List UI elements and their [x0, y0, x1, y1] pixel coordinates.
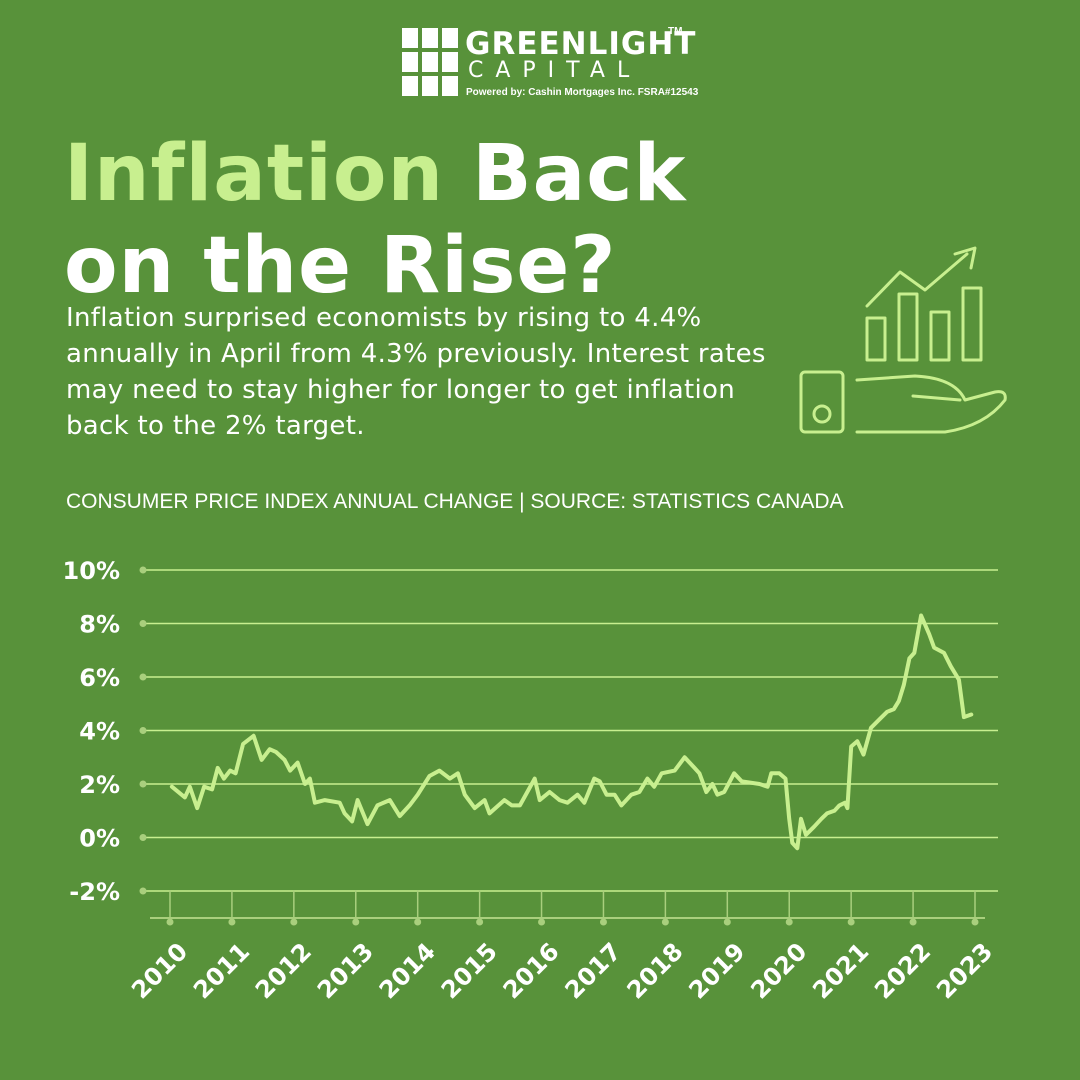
x-tick-label: 2023	[931, 937, 998, 1004]
x-tick-dot	[352, 918, 360, 926]
x-tick-label: 2018	[622, 937, 689, 1004]
logo-subname: CAPITAL	[468, 58, 642, 83]
x-tick-label: 2016	[498, 937, 565, 1004]
x-tick-label: 2013	[312, 937, 379, 1004]
x-tick-dot	[476, 918, 484, 926]
description: Inflation surprised economists by rising…	[66, 303, 766, 441]
logo-grid	[402, 28, 458, 96]
chart: -2% 0% 2% 4% 6% 8% 10% 201020112012201320142015…	[63, 557, 999, 1004]
x-tick-dot	[971, 918, 979, 926]
x-tick-label: 2019	[683, 937, 750, 1004]
logo-trademark: TM	[668, 26, 683, 37]
x-tick-dot	[785, 918, 793, 926]
x-tick-dot	[723, 918, 731, 926]
grid-dot	[139, 620, 147, 627]
grid-dot	[139, 834, 147, 841]
y-tick-label: 2%	[79, 771, 120, 799]
chart-subtitle: CONSUMER PRICE INDEX ANNUAL CHANGE | SOU…	[66, 490, 844, 513]
x-tick-label: 2015	[436, 937, 503, 1004]
x-tick-label: 2011	[188, 937, 255, 1004]
x-tick-dot	[290, 918, 298, 926]
grid-dot	[139, 727, 147, 734]
x-tick-label: 2022	[869, 937, 936, 1004]
title: Inflation Back on the Rise?	[64, 128, 686, 312]
y-tick-label: 4%	[79, 718, 120, 746]
x-tick-dot	[538, 918, 546, 926]
x-tick-dot	[166, 918, 174, 926]
y-tick-label: 8%	[79, 611, 120, 639]
x-tick-label: 2021	[807, 937, 874, 1004]
x-tick-label: 2012	[250, 937, 317, 1004]
x-tick-label: 2014	[374, 937, 441, 1004]
logo-powered-by: Powered by: Cashin Mortgages Inc. FSRA#1…	[466, 87, 699, 98]
grid-dot	[139, 566, 147, 574]
y-tick-label: 10%	[63, 557, 120, 585]
title-highlight: Inflation	[64, 129, 444, 219]
x-tick-dot	[909, 918, 917, 926]
x-tick-label: 2020	[745, 937, 812, 1004]
logo-name: GREENLIGHT	[465, 26, 697, 62]
x-tick-label: 2017	[560, 937, 627, 1004]
title-part: Back	[472, 129, 687, 219]
x-tick-dot	[228, 918, 236, 926]
x-tick-dot	[661, 918, 669, 926]
grid-dot	[139, 780, 147, 788]
x-tick-dot	[847, 918, 855, 926]
title-part: on the Rise?	[64, 221, 617, 311]
growth-icon	[799, 246, 1007, 434]
y-tick-label: 0%	[79, 825, 120, 853]
grid-dot	[139, 887, 147, 895]
cpi-line	[169, 613, 974, 851]
grid-dot	[139, 673, 147, 681]
x-tick-label: 2010	[126, 937, 193, 1004]
y-tick-label: 6%	[79, 664, 120, 692]
y-tick-label: -2%	[69, 878, 120, 906]
x-tick-dot	[599, 918, 607, 926]
x-tick-dot	[414, 918, 422, 926]
